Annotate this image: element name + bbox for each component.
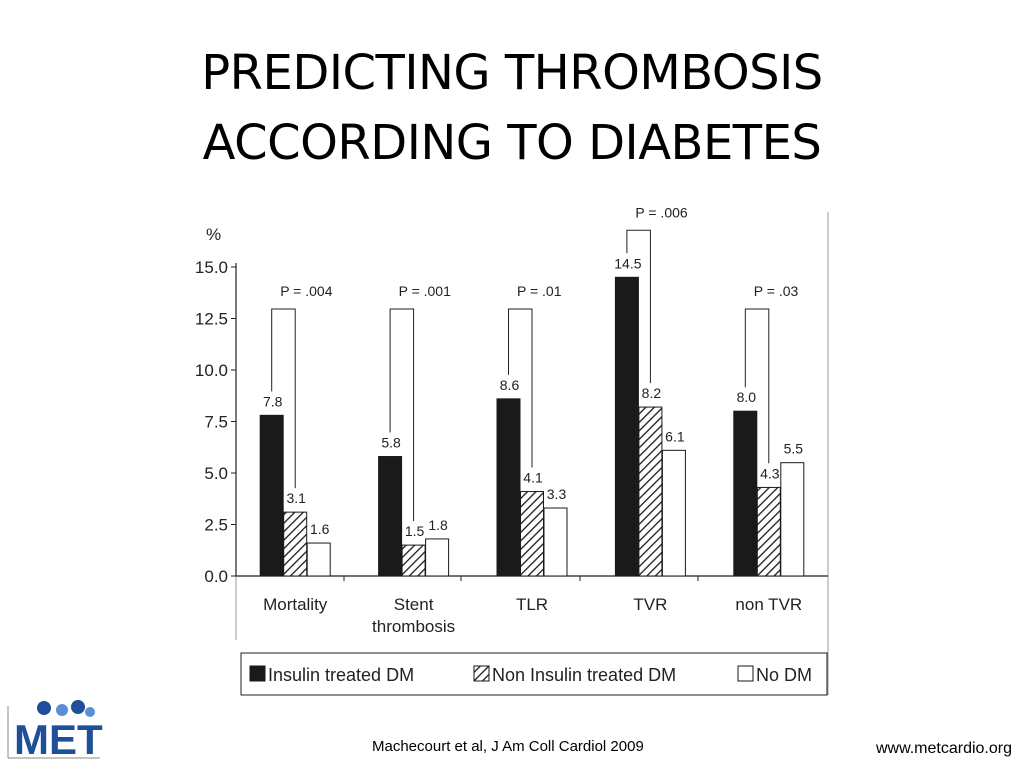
bar-value-label: 5.8: [381, 435, 401, 451]
bar-solid: [733, 410, 758, 577]
bar-value-label: 8.2: [642, 385, 662, 401]
title-line-2: ACCORDING TO DIABETES: [202, 115, 822, 171]
bar-empty: [543, 507, 568, 577]
bar-hatched: [520, 491, 544, 577]
bar-value-label: 1.6: [310, 521, 330, 537]
bar-solid: [259, 414, 284, 577]
met-logo-graphic: MET: [7, 700, 103, 763]
p-value-label: P = .001: [399, 283, 452, 299]
bar-value-label: 4.3: [760, 465, 780, 481]
legend-label: Non Insulin treated DM: [492, 665, 676, 685]
significance-bracket: [744, 308, 770, 464]
bar-value-label: 1.5: [405, 523, 425, 539]
significance-bracket: [271, 308, 296, 489]
bar-hatched: [283, 511, 308, 577]
bar-value-label: 6.1: [665, 428, 685, 444]
bar-hatched: [756, 486, 781, 577]
bar-value-label: 8.6: [500, 377, 520, 393]
category-label: TVR: [633, 595, 667, 614]
bar-value-label: 4.1: [523, 470, 543, 486]
p-value-label: P = .01: [517, 283, 562, 299]
y-tick-label: 10.0: [195, 361, 228, 380]
logo-text: MET: [14, 716, 103, 763]
p-value-label: P = .004: [280, 283, 333, 299]
significance-bracket: [508, 308, 533, 468]
bar-value-label: 3.1: [286, 490, 306, 506]
bar-value-label: 3.3: [547, 486, 567, 502]
category-label: non TVR: [735, 595, 802, 614]
bar-value-label: 7.8: [263, 393, 283, 409]
legend-swatch-hatched: [473, 665, 490, 682]
category-label: TLR: [516, 595, 548, 614]
bar-value-label: 14.5: [614, 255, 641, 271]
legend-swatch-empty: [737, 665, 754, 682]
legend-label: Insulin treated DM: [268, 665, 414, 685]
y-axis-label: %: [206, 225, 221, 244]
citation: Machecourt et al, J Am Coll Cardiol 2009: [372, 738, 644, 755]
y-tick-label: 5.0: [204, 464, 228, 483]
category-label: Stent thrombosis: [372, 595, 455, 636]
bar-hatched: [401, 544, 426, 577]
slide-title: PREDICTING THROMBOSIS ACCORDING TO DIABE…: [0, 38, 1024, 178]
p-value-label: P = .03: [754, 283, 799, 299]
website-url: www.metcardio.org: [875, 740, 1012, 757]
y-tick-label: 15.0: [195, 258, 228, 277]
bar-value-label: 5.5: [784, 441, 804, 457]
category-label: Mortality: [263, 595, 328, 614]
bar-solid: [496, 398, 521, 577]
bar-solid: [378, 456, 403, 577]
bar-empty: [425, 538, 450, 577]
bar-empty: [306, 542, 331, 577]
significance-bracket: [626, 229, 651, 384]
met-logo: MET: [4, 698, 104, 769]
title-line-1: PREDICTING THROMBOSIS: [201, 45, 823, 101]
y-tick-label: 0.0: [204, 567, 228, 586]
y-tick-label: 7.5: [204, 413, 228, 432]
bar-value-label: 8.0: [737, 389, 757, 405]
y-tick-label: 2.5: [204, 516, 228, 535]
bar-solid: [614, 276, 639, 577]
bar-empty: [780, 462, 805, 577]
legend-box: [240, 652, 828, 696]
bar-empty: [661, 449, 686, 577]
legend-swatch-solid: [249, 665, 266, 682]
bar-value-label: 1.8: [428, 517, 448, 533]
y-tick-label: 12.5: [195, 310, 228, 329]
legend-label: No DM: [756, 665, 812, 685]
p-value-label: P = .006: [635, 204, 688, 220]
significance-bracket: [389, 308, 415, 522]
bar-hatched: [638, 406, 663, 577]
